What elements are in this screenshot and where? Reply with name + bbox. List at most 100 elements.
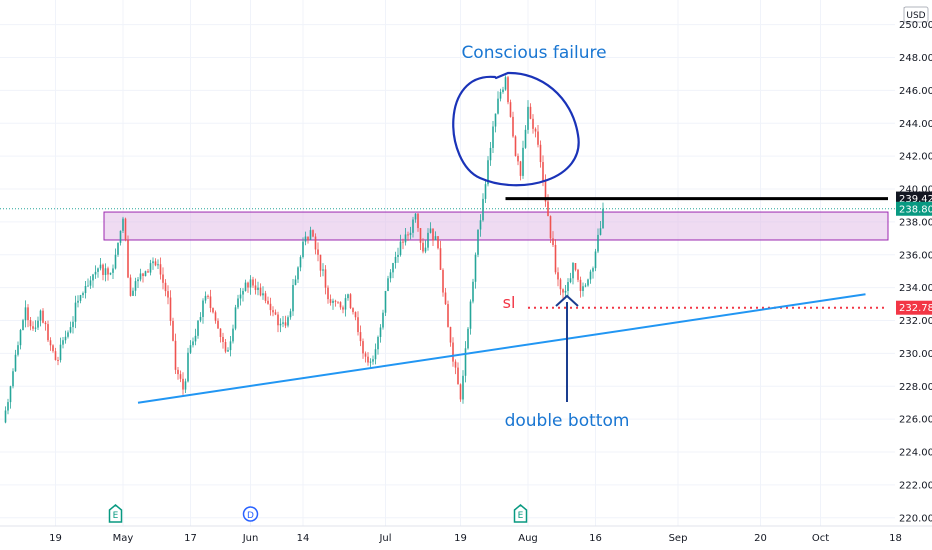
candle-body-up xyxy=(489,147,492,161)
candle-body-up xyxy=(569,278,572,283)
candle-body-up xyxy=(472,281,474,302)
candle-body-down xyxy=(339,302,342,308)
candle-body-up xyxy=(137,279,139,282)
candle-body-up xyxy=(192,341,194,346)
candle-body-up xyxy=(94,271,97,275)
candle-body-down xyxy=(357,317,359,333)
candle-body-up xyxy=(89,280,92,286)
price-axis[interactable]: 2 USD 250.00248.00246.00244.00242.00240.… xyxy=(895,0,932,526)
currency-badge[interactable]: USD xyxy=(903,6,929,23)
candle-body-down xyxy=(259,287,262,296)
time-tick-label: 14 xyxy=(297,533,310,544)
candle-body-up xyxy=(194,335,197,342)
candle-body-up xyxy=(232,328,234,342)
candle-body-up xyxy=(527,106,529,130)
candle-body-down xyxy=(422,242,424,252)
candle-body-down xyxy=(272,310,274,313)
earnings-event-marker xyxy=(108,504,123,523)
double-bottom-label: double bottom xyxy=(505,411,630,431)
candle-body-up xyxy=(249,279,252,288)
candle-body-up xyxy=(139,273,142,280)
candle-body-down xyxy=(549,216,552,239)
candle-body-up xyxy=(602,208,604,229)
candle-body-down xyxy=(547,201,549,217)
price-tick-label: 242.00 xyxy=(899,152,932,163)
price-tick-label: 238.00 xyxy=(899,217,932,228)
candle-body-down xyxy=(224,341,227,352)
candle-body-up xyxy=(229,341,232,351)
candle-body-down xyxy=(54,351,57,360)
candle-body-down xyxy=(222,336,224,342)
price-label-text: 239.42 xyxy=(899,194,932,205)
candle-body-up xyxy=(289,311,292,318)
candle-body-down xyxy=(532,118,534,129)
candle-body-up xyxy=(567,282,569,291)
candle-body-down xyxy=(317,249,319,255)
candle-body-up xyxy=(502,89,504,92)
candle-body-down xyxy=(519,161,522,176)
candle-body-up xyxy=(117,242,119,255)
candle-body-up xyxy=(202,300,204,317)
time-axis[interactable]: 19 May 17 Jun 14 Jul 19 Aug 16 Sep 20 Oct 18 xyxy=(0,525,932,544)
candle-body-up xyxy=(467,328,469,349)
candle-body-down xyxy=(437,236,439,249)
candle-body-down xyxy=(402,241,404,243)
candle-body-up xyxy=(244,282,247,291)
candle-body-down xyxy=(552,238,554,245)
candle-body-up xyxy=(304,236,307,242)
candle-body-down xyxy=(27,307,29,321)
candle-body-up xyxy=(187,352,189,382)
candle-body-up xyxy=(64,336,67,341)
candle-body-down xyxy=(529,106,532,119)
candle-body-down xyxy=(162,274,164,283)
price-tick-label: 250.00 xyxy=(899,20,932,31)
candle-body-down xyxy=(457,367,459,385)
candle-body-up xyxy=(479,220,482,230)
candle-body-down xyxy=(517,155,519,162)
candle-body-up xyxy=(24,307,27,321)
candle-body-up xyxy=(344,298,347,310)
candle-body-up xyxy=(67,332,69,337)
gridlines xyxy=(0,0,896,526)
candle-body-down xyxy=(509,102,512,117)
candle-body-up xyxy=(492,126,494,148)
candle-body-down xyxy=(459,384,462,400)
candle-body-up xyxy=(279,323,282,326)
candle-body-up xyxy=(599,228,602,235)
candle-body-down xyxy=(314,236,317,250)
candle-body-down xyxy=(267,300,269,304)
candle-body-down xyxy=(329,299,332,303)
candle-body-up xyxy=(294,279,297,285)
candle-body-up xyxy=(374,349,377,360)
candle-body-down xyxy=(164,282,167,292)
candle-body-down xyxy=(454,361,457,368)
candle-body-up xyxy=(477,229,479,255)
price-tick-label: 236.00 xyxy=(899,250,932,261)
candle-body-down xyxy=(557,272,559,280)
candle-body-up xyxy=(409,232,412,236)
candle-body-down xyxy=(359,332,362,342)
time-tick-label: Aug xyxy=(518,533,538,544)
candle-body-up xyxy=(382,312,384,328)
candle-body-down xyxy=(174,340,177,370)
time-tick-label: 18 xyxy=(889,533,902,544)
candle-body-down xyxy=(167,291,169,298)
price-zone xyxy=(103,211,889,241)
candle-body-down xyxy=(44,322,47,325)
candle-body-down xyxy=(172,320,174,341)
candle-body-up xyxy=(149,263,152,273)
candle-body-down xyxy=(362,341,364,354)
time-tick-label: Oct xyxy=(812,533,829,544)
candle-body-down xyxy=(57,359,59,361)
price-tick-label: 228.00 xyxy=(899,382,932,393)
candle-body-up xyxy=(99,264,102,269)
candle-body-down xyxy=(254,285,257,290)
candle-body-down xyxy=(312,230,314,237)
earnings-event-marker xyxy=(513,504,528,523)
candle-body-up xyxy=(522,147,524,176)
candle-body-down xyxy=(577,269,579,280)
candle-body-down xyxy=(444,292,447,305)
price-tick-label: 224.00 xyxy=(899,448,932,459)
